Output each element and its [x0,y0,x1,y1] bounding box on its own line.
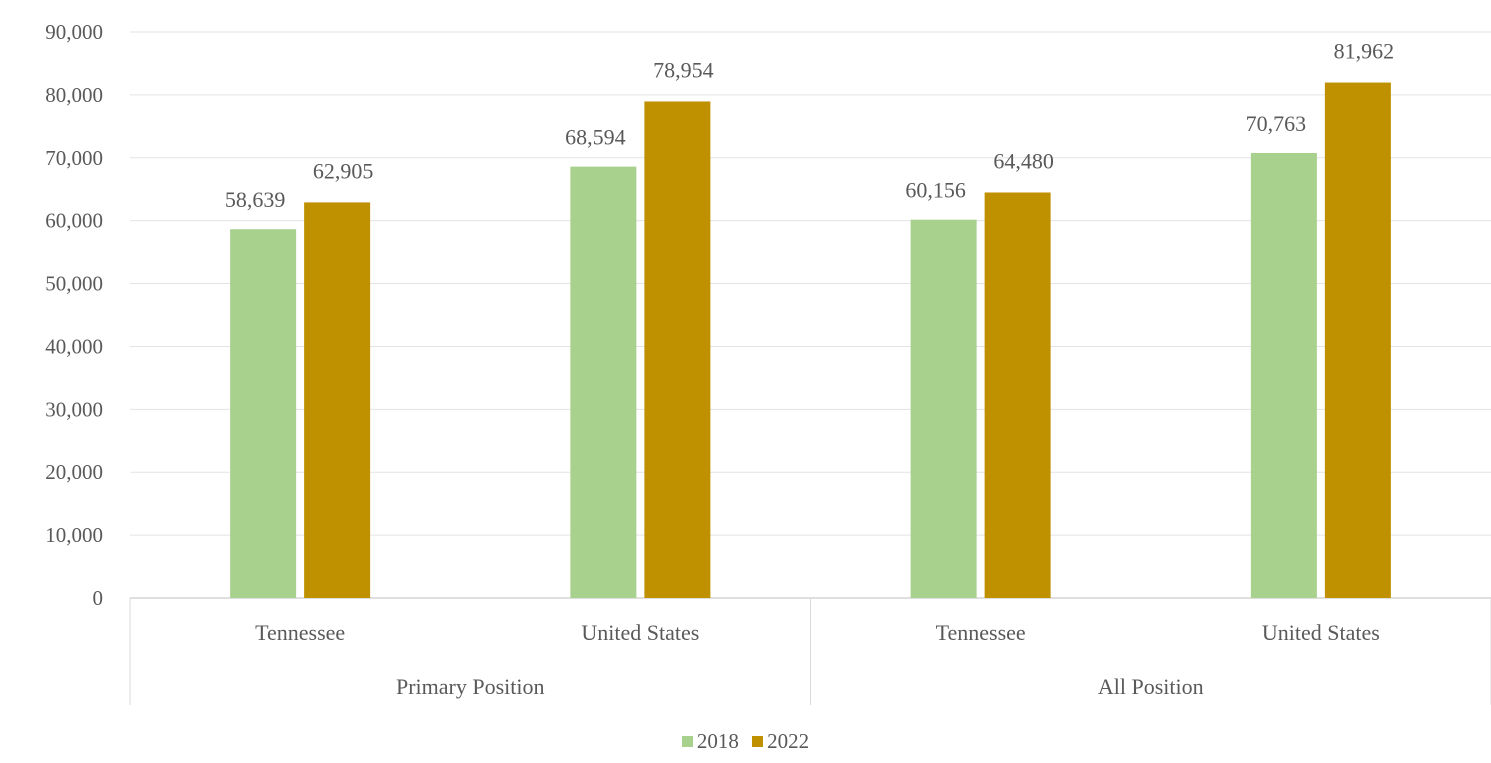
x-group-label: All Position [1098,674,1204,699]
data-label: 78,954 [653,57,714,82]
bar-2022 [1324,82,1391,598]
y-tick-label: 0 [93,586,104,610]
y-tick-label: 80,000 [45,83,103,107]
y-tick-label: 60,000 [45,209,103,233]
data-label: 64,480 [993,148,1054,173]
legend-swatch-2018 [681,736,693,747]
bar-2022 [304,202,371,598]
legend-item-2018: 2018 [681,729,739,754]
legend-label-2018: 2018 [696,729,739,753]
data-label: 81,962 [1334,39,1395,64]
bar-2018 [1250,152,1317,598]
y-tick-label: 90,000 [45,20,103,44]
data-label: 68,594 [565,125,626,150]
x-group-label: Primary Position [396,674,545,699]
x-tick-label: Tennessee [255,620,345,645]
bar-2018 [570,166,637,599]
data-label: 58,639 [225,187,286,212]
bar-2018 [230,229,297,599]
y-tick-label: 70,000 [45,146,103,170]
y-tick-label: 40,000 [45,334,103,358]
data-label: 70,763 [1246,111,1307,136]
x-tick-label: Tennessee [936,620,1026,645]
data-label: 62,905 [313,158,374,183]
y-tick-label: 50,000 [45,272,103,296]
bar-2018 [910,219,977,598]
y-tick-label: 10,000 [45,523,103,547]
y-tick-label: 20,000 [45,460,103,484]
x-tick-label: United States [1262,620,1380,645]
x-tick-label: United States [581,620,699,645]
legend: 2018 2022 [0,728,1491,754]
legend-swatch-2022 [752,736,764,747]
y-tick-label: 30,000 [45,397,103,421]
data-label: 60,156 [905,178,966,203]
legend-item-2022: 2022 [752,729,809,754]
legend-label-2022: 2022 [767,729,810,753]
bar-2022 [644,101,711,598]
bar-2022 [984,192,1051,599]
